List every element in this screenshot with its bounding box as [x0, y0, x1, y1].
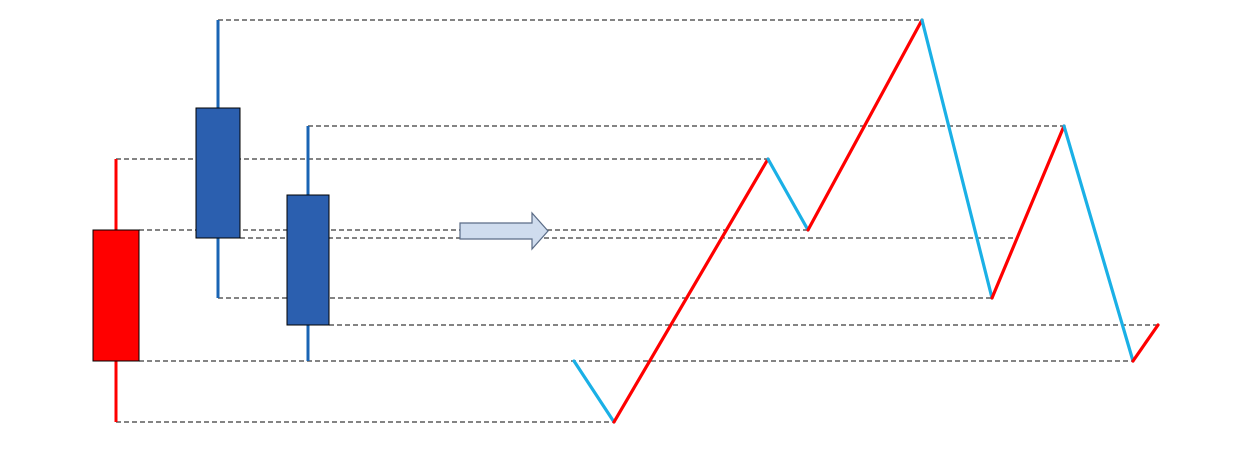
zigzag-segment-down — [920, 18, 994, 300]
zigzag-segment-down — [766, 157, 810, 232]
right-arrow-icon — [459, 211, 549, 251]
zigzag-segment-down — [572, 359, 616, 424]
zigzag-path — [572, 18, 1160, 424]
zigzag-segment-down — [1062, 124, 1135, 363]
candle-1 — [92, 159, 140, 422]
guide-lines — [116, 19, 1158, 423]
zigzag-segment-up — [612, 157, 770, 424]
candle-3-body — [286, 194, 330, 326]
candle-1-body — [92, 229, 140, 362]
candle-3 — [286, 126, 330, 361]
zigzag-segment-up — [1131, 323, 1160, 363]
candle-2-body — [195, 107, 241, 239]
zigzag-segment-up — [806, 18, 924, 232]
candle-2 — [195, 20, 241, 298]
zigzag-segment-up — [990, 124, 1066, 300]
